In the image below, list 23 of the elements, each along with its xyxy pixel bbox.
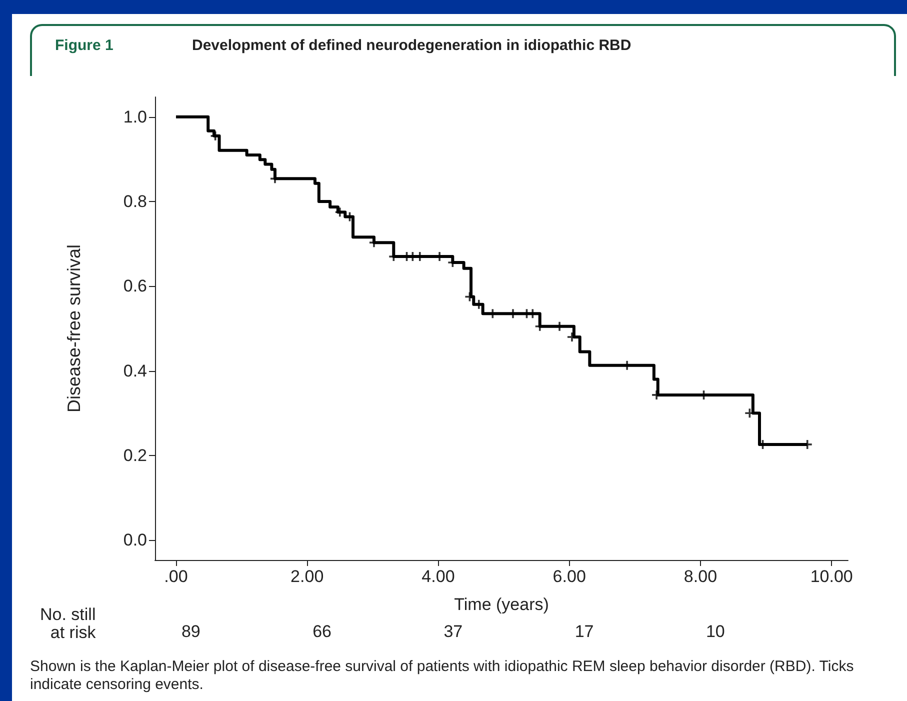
x-axis-title: Time (years): [454, 595, 549, 614]
x-tick-label: 10.00: [810, 567, 853, 586]
y-tick-label: 0.4: [123, 361, 147, 380]
y-axis-title: Disease-free survival: [64, 244, 84, 413]
text: 89: [181, 622, 200, 642]
text: 10: [706, 622, 725, 642]
text: 37: [444, 622, 463, 642]
caption: Figure 1: [55, 37, 114, 54]
y-tick-label: 0.0: [123, 530, 147, 550]
text: No. still at risk: [40, 605, 96, 642]
y-tick-label: 1.0: [123, 107, 147, 126]
y-tick-label: 0.6: [123, 276, 147, 296]
text: 66: [312, 622, 332, 642]
x-tick-label: 6.00: [552, 567, 586, 586]
text: Shown is the Kaplan-Meier plot of disease-free survival of patients with idiopathic REM sleep behavior disorder (RBD). Ticks indicate censoring events.: [30, 658, 855, 694]
x-tick-label: .00: [164, 567, 188, 586]
y-tick-label: 0.2: [123, 446, 147, 465]
x-tick-label: 2.00: [290, 567, 324, 586]
y-tick-label: 0.8: [123, 192, 147, 212]
x-tick-label: 4.00: [422, 567, 455, 586]
chart-title: Development of defined neurodegeneration in idiopathic RBD: [192, 37, 632, 54]
text: 17: [574, 622, 594, 642]
x-tick-label: 8.00: [684, 567, 718, 586]
